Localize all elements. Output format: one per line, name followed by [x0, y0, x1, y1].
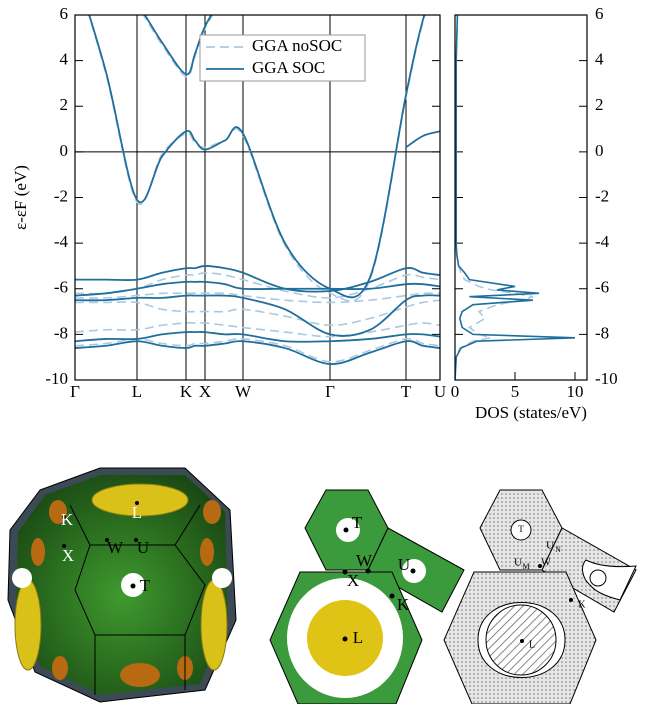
plot-frame — [455, 15, 587, 380]
fermi-surface-experiment — [444, 490, 636, 704]
fermi-surface-cut — [270, 490, 464, 704]
point-label: T — [518, 524, 524, 534]
band-line — [406, 131, 440, 147]
y-tick-label: 4 — [60, 50, 69, 69]
band-line — [75, 300, 440, 325]
y-tick-label: 0 — [60, 141, 69, 160]
point-label: K — [578, 599, 586, 610]
y-tick-label: -10 — [45, 369, 68, 388]
y-tick-label: 2 — [595, 95, 604, 114]
x-tick-label: Γ — [70, 382, 80, 401]
point-label: U — [546, 540, 554, 552]
x-tick-label: 0 — [451, 382, 460, 401]
y-tick-label: -8 — [595, 323, 609, 342]
point-label: W — [107, 538, 124, 557]
point-label: X — [347, 571, 359, 590]
point-label: K — [61, 510, 74, 529]
fermi-surface-3d — [8, 468, 236, 702]
figure: -10-8-6-4-20246ΓLKXWΓTUε-εF (eV)GGA noSO… — [0, 0, 647, 704]
point-label: K — [397, 595, 410, 614]
x-tick-label: X — [199, 382, 211, 401]
point-label: U — [137, 538, 149, 557]
point-label: U — [514, 557, 522, 569]
x-axis-label: DOS (states/eV) — [475, 403, 587, 422]
y-tick-label: 0 — [595, 141, 604, 160]
y-tick-label: -2 — [595, 186, 609, 205]
point-label: T — [140, 576, 151, 595]
band-line — [75, 323, 440, 337]
dos-plot: -10 -8 -6 -4 -2 0 2 4 6 0 5 10 DOS (states/eV) — [451, 4, 618, 422]
legend-label: GGA noSOC — [252, 36, 342, 55]
legend-label: GGA SOC — [252, 58, 325, 77]
band-line — [75, 341, 440, 364]
x-tick-label: L — [132, 382, 142, 401]
point-label: M — [522, 562, 529, 571]
y-tick-label: 2 — [60, 95, 69, 114]
x-tick-label: W — [235, 382, 252, 401]
x-tick-label: Γ — [325, 382, 335, 401]
y-tick-label: -2 — [54, 186, 68, 205]
point-label: L — [529, 639, 535, 650]
dos-line — [455, 15, 533, 380]
x-tick-label: K — [180, 382, 193, 401]
x-tick-label: T — [401, 382, 412, 401]
point-label: T — [352, 513, 363, 532]
point-label: L — [132, 503, 142, 522]
point-label: U — [398, 555, 410, 574]
y-tick-label: -10 — [595, 369, 618, 388]
point-label: N — [555, 545, 561, 554]
y-tick-label: 6 — [60, 4, 69, 23]
y-tick-label: -8 — [54, 323, 68, 342]
y-tick-label: -6 — [595, 278, 609, 297]
point-label: L — [353, 628, 363, 647]
y-tick-label: 6 — [595, 4, 604, 23]
y-tick-label: -4 — [54, 232, 69, 251]
y-tick-label: -6 — [54, 278, 68, 297]
dos-curves — [455, 15, 575, 380]
y-tick-label: -4 — [595, 232, 610, 251]
y-tick-label: 4 — [595, 50, 604, 69]
point-label: W — [356, 551, 373, 570]
y-axis-label: ε-εF (eV) — [11, 165, 30, 230]
x-tick-label: 5 — [511, 382, 520, 401]
x-tick-label: U — [434, 382, 446, 401]
point-label: W — [541, 557, 551, 568]
dos-line — [455, 15, 575, 380]
x-tick-label: 10 — [567, 382, 584, 401]
point-label: X — [62, 546, 74, 565]
